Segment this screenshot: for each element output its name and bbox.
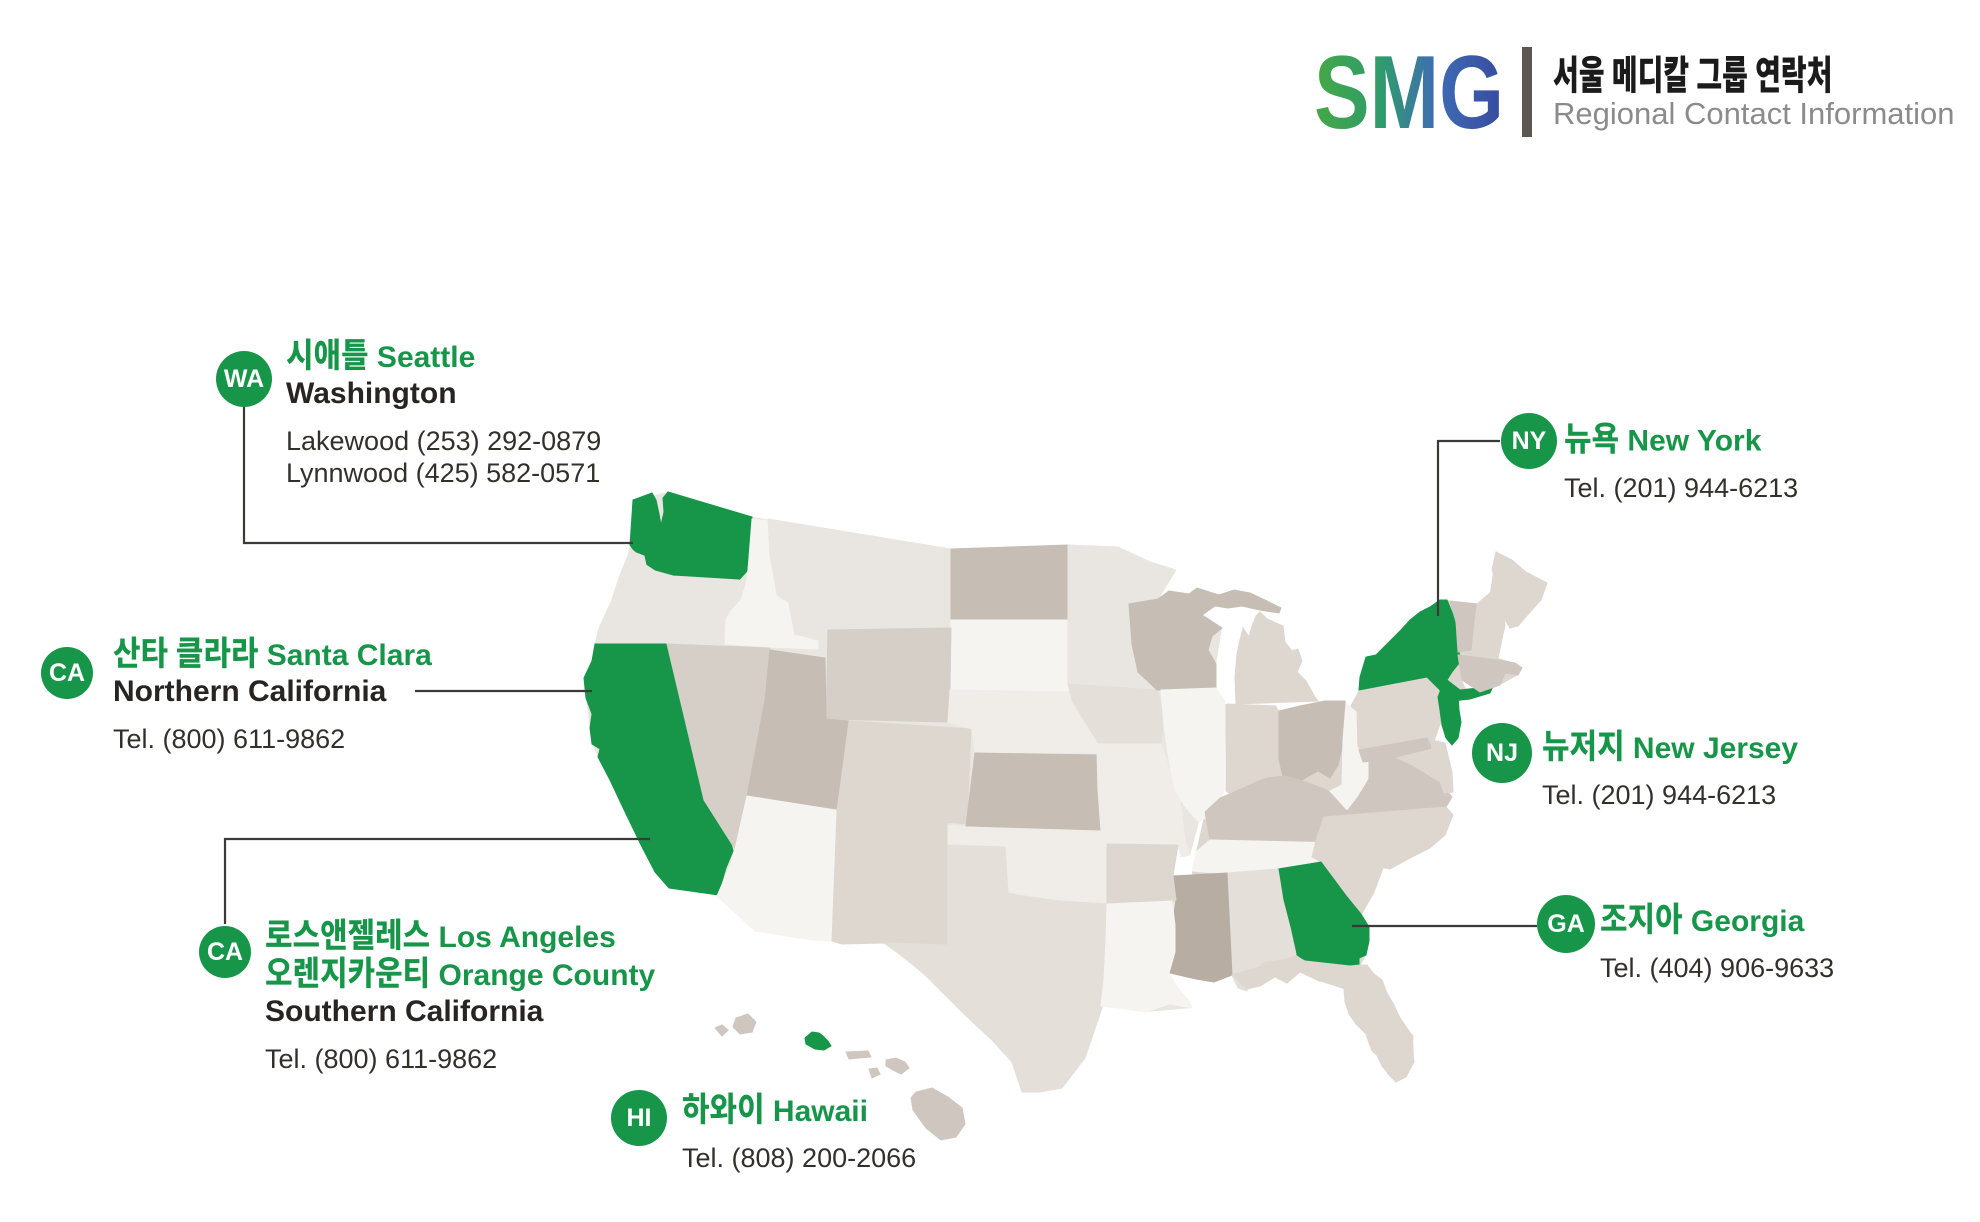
svg-text:SMG: SMG [1314, 44, 1504, 151]
